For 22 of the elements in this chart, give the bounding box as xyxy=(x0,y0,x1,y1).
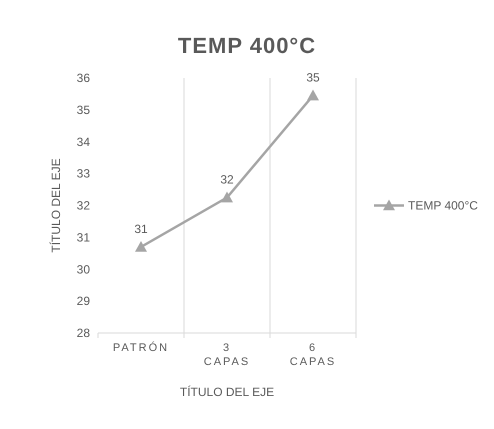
y-tick-label: 30 xyxy=(76,262,90,276)
x-tick-label: PATRÓN xyxy=(112,341,170,354)
x-axis-title: TÍTULO DEL EJE xyxy=(180,385,274,399)
y-tick-label: 31 xyxy=(76,230,90,244)
y-tick-label: 36 xyxy=(76,71,90,85)
point xyxy=(307,90,319,100)
x-tick-label: 6 CAPAS xyxy=(290,342,336,368)
y-tick-label: 32 xyxy=(76,198,90,212)
point xyxy=(221,192,233,202)
data-label: 31 xyxy=(134,222,148,236)
y-tick-label: 28 xyxy=(76,326,90,340)
point xyxy=(135,240,147,252)
data-label: 35 xyxy=(306,70,320,85)
y-tick-label: 29 xyxy=(76,294,90,308)
chart-title: TEMP 400°C xyxy=(178,33,316,58)
x-tick-label: 3 CAPAS xyxy=(204,342,250,368)
y-tick-label: 34 xyxy=(76,134,90,149)
y-tick-label: 33 xyxy=(76,166,90,181)
y-tick-label: 35 xyxy=(76,102,90,117)
data-label: 32 xyxy=(220,172,234,187)
y-axis-title: TÍTULO DEL EJE xyxy=(49,158,63,253)
legend-label: TEMP 400°C xyxy=(408,198,478,212)
